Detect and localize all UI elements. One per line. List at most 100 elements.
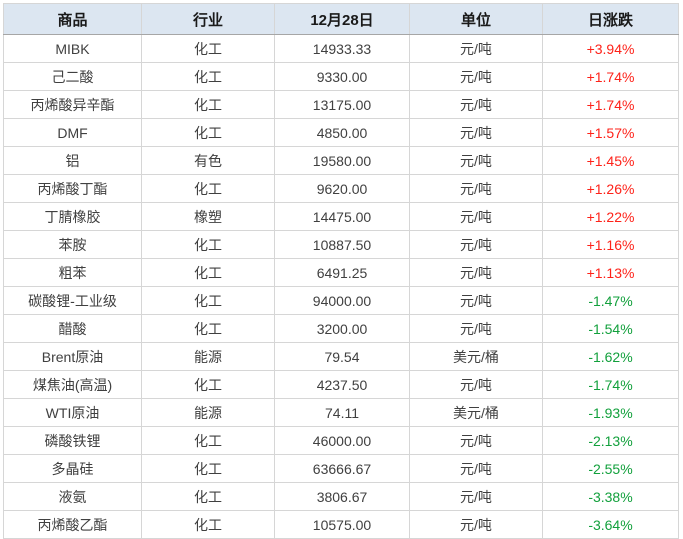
column-header-unit: 单位 (409, 3, 543, 35)
cell-commodity: 碳酸锂-工业级 (3, 286, 142, 315)
cell-change: -1.47% (542, 286, 679, 315)
cell-price: 63666.67 (274, 454, 410, 483)
table-row: MIBK 化工 14933.33 元/吨 +3.94% (3, 34, 679, 63)
cell-change: +1.74% (542, 62, 679, 91)
cell-commodity: MIBK (3, 34, 142, 63)
cell-unit: 元/吨 (409, 370, 543, 399)
cell-change: +3.94% (542, 34, 679, 63)
cell-change: -1.62% (542, 342, 679, 371)
cell-industry: 化工 (141, 286, 275, 315)
cell-price: 4850.00 (274, 118, 410, 147)
cell-price: 9330.00 (274, 62, 410, 91)
cell-change: +1.74% (542, 90, 679, 119)
cell-unit: 元/吨 (409, 174, 543, 203)
column-header-industry: 行业 (141, 3, 275, 35)
cell-commodity: 苯胺 (3, 230, 142, 259)
cell-commodity: 丁腈橡胶 (3, 202, 142, 231)
cell-price: 3806.67 (274, 482, 410, 511)
table-row: 丙烯酸乙酯 化工 10575.00 元/吨 -3.64% (3, 510, 679, 539)
column-header-change: 日涨跌 (542, 3, 679, 35)
cell-industry: 化工 (141, 62, 275, 91)
cell-unit: 元/吨 (409, 202, 543, 231)
cell-commodity: 己二酸 (3, 62, 142, 91)
cell-change: -1.74% (542, 370, 679, 399)
cell-unit: 元/吨 (409, 510, 543, 539)
cell-change: +1.22% (542, 202, 679, 231)
cell-change: -1.93% (542, 398, 679, 427)
cell-price: 9620.00 (274, 174, 410, 203)
cell-industry: 橡塑 (141, 202, 275, 231)
cell-unit: 元/吨 (409, 258, 543, 287)
commodity-price-table: 商品 行业 12月28日 单位 日涨跌 MIBK 化工 14933.33 元/吨 +3.94% 己… (3, 3, 679, 539)
cell-unit: 元/吨 (409, 314, 543, 343)
table-row: 铝有色 19580.00 元/吨 +1.45% (3, 146, 679, 175)
cell-price: 14933.33 (274, 34, 410, 63)
cell-unit: 美元/桶 (409, 342, 543, 371)
cell-unit: 元/吨 (409, 230, 543, 259)
table-row: 丙烯酸异辛酯 化工 13175.00 元/吨 +1.74% (3, 90, 679, 119)
cell-price: 46000.00 (274, 426, 410, 455)
cell-unit: 元/吨 (409, 286, 543, 315)
cell-commodity: WTI原油 (3, 398, 142, 427)
cell-commodity: 磷酸铁锂 (3, 426, 142, 455)
table-row: 粗苯 化工 6491.25 元/吨 +1.13% (3, 258, 679, 287)
cell-commodity: 铝 (3, 146, 142, 175)
cell-industry: 化工 (141, 34, 275, 63)
cell-change: +1.13% (542, 258, 679, 287)
cell-change: +1.26% (542, 174, 679, 203)
cell-price: 13175.00 (274, 90, 410, 119)
table-row: 丙烯酸丁酯 化工 9620.00 元/吨 +1.26% (3, 174, 679, 203)
table-row: Brent原油 能源 79.54 美元/桶 -1.62% (3, 342, 679, 371)
cell-industry: 能源 (141, 342, 275, 371)
cell-industry: 化工 (141, 426, 275, 455)
commodity-price-table-container: 商品 行业 12月28日 单位 日涨跌 MIBK 化工 14933.33 元/吨 +3.94% 己… (3, 3, 680, 539)
cell-price: 3200.00 (274, 314, 410, 343)
cell-unit: 元/吨 (409, 62, 543, 91)
cell-unit: 美元/桶 (409, 398, 543, 427)
table-row: 煤焦油(高温) 化工 4237.50 元/吨 -1.74% (3, 370, 679, 399)
cell-unit: 元/吨 (409, 426, 543, 455)
cell-change: +1.16% (542, 230, 679, 259)
table-row: 己二酸 化工 9330.00 元/吨 +1.74% (3, 62, 679, 91)
cell-change: -3.38% (542, 482, 679, 511)
cell-commodity: DMF (3, 118, 142, 147)
cell-change: -2.55% (542, 454, 679, 483)
cell-unit: 元/吨 (409, 454, 543, 483)
cell-price: 6491.25 (274, 258, 410, 287)
cell-change: -2.13% (542, 426, 679, 455)
table-row: 苯胺 化工 10887.50 元/吨 +1.16% (3, 230, 679, 259)
table-row: DMF 化工 4850.00 元/吨 +1.57% (3, 118, 679, 147)
cell-commodity: 丙烯酸异辛酯 (3, 90, 142, 119)
cell-unit: 元/吨 (409, 90, 543, 119)
table-row: 碳酸锂-工业级 化工 94000.00 元/吨 -1.47% (3, 286, 679, 315)
table-row: 醋酸 化工 3200.00 元/吨 -1.54% (3, 314, 679, 343)
cell-industry: 化工 (141, 314, 275, 343)
cell-industry: 化工 (141, 118, 275, 147)
table-row: 磷酸铁锂 化工 46000.00 元/吨 -2.13% (3, 426, 679, 455)
cell-change: +1.57% (542, 118, 679, 147)
cell-unit: 元/吨 (409, 118, 543, 147)
cell-commodity: 煤焦油(高温) (3, 370, 142, 399)
cell-commodity: 粗苯 (3, 258, 142, 287)
cell-commodity: 多晶硅 (3, 454, 142, 483)
table-row: 丁腈橡胶 橡塑 14475.00 元/吨 +1.22% (3, 202, 679, 231)
column-header-price: 12月28日 (274, 3, 410, 35)
cell-industry: 化工 (141, 482, 275, 511)
cell-price: 10575.00 (274, 510, 410, 539)
cell-industry: 化工 (141, 258, 275, 287)
cell-industry: 化工 (141, 230, 275, 259)
cell-industry: 化工 (141, 370, 275, 399)
cell-price: 94000.00 (274, 286, 410, 315)
cell-price: 79.54 (274, 342, 410, 371)
cell-industry: 有色 (141, 146, 275, 175)
table-row: WTI原油 能源 74.11 美元/桶 -1.93% (3, 398, 679, 427)
cell-change: -1.54% (542, 314, 679, 343)
column-header-commodity: 商品 (3, 3, 142, 35)
cell-industry: 化工 (141, 454, 275, 483)
cell-industry: 化工 (141, 174, 275, 203)
table-row: 多晶硅 化工 63666.67 元/吨 -2.55% (3, 454, 679, 483)
cell-price: 14475.00 (274, 202, 410, 231)
header-row: 商品 行业 12月28日 单位 日涨跌 (3, 3, 679, 35)
cell-commodity: 丙烯酸丁酯 (3, 174, 142, 203)
cell-price: 19580.00 (274, 146, 410, 175)
